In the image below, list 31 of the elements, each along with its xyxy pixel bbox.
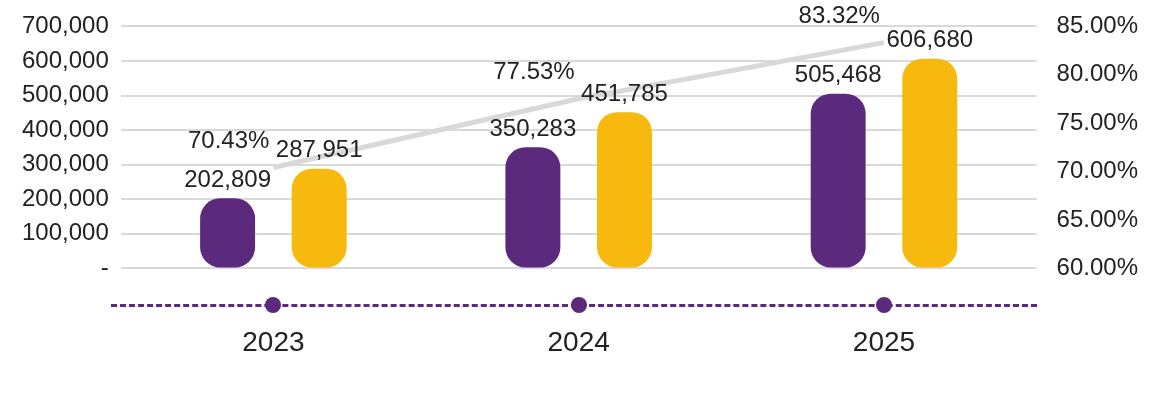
data-label: 606,680	[886, 25, 974, 53]
y2-tick-label: 80.00%	[1056, 59, 1139, 87]
y-tick-label: 200,000	[21, 183, 109, 211]
data-label: 451,785	[581, 78, 668, 106]
data-label: 287,951	[275, 135, 363, 163]
data-label: 505,468	[794, 60, 882, 88]
y2-tick-label: 85.00%	[1056, 11, 1139, 39]
y-tick-label: -	[100, 253, 109, 281]
y-tick-label: 400,000	[21, 114, 109, 142]
y-tick-label: 100,000	[21, 218, 109, 246]
x-tick-label: 2024	[547, 325, 610, 357]
y2-tick-label: 70.00%	[1056, 156, 1139, 184]
bar	[291, 168, 347, 268]
data-label: 70.43%	[187, 126, 270, 154]
y-tick-label: 700,000	[21, 11, 109, 39]
bar	[505, 147, 561, 268]
y2-tick-label: 65.00%	[1056, 204, 1139, 232]
y-tick-label: 600,000	[21, 45, 109, 73]
data-label: 202,809	[184, 164, 271, 192]
y-tick-label: 300,000	[21, 149, 109, 177]
y2-tick-label: 75.00%	[1056, 107, 1139, 135]
data-label: 77.53%	[493, 57, 575, 85]
y-tick-label: 500,000	[21, 80, 109, 108]
bar	[902, 58, 958, 268]
data-label: 83.32%	[798, 1, 880, 29]
x-tick-label: 2025	[852, 325, 916, 357]
bar	[597, 112, 652, 268]
data-label: 350,283	[489, 113, 577, 141]
y2-tick-label: 60.00%	[1056, 253, 1139, 281]
x-tick-label: 2023	[242, 325, 305, 357]
bar	[810, 93, 866, 268]
